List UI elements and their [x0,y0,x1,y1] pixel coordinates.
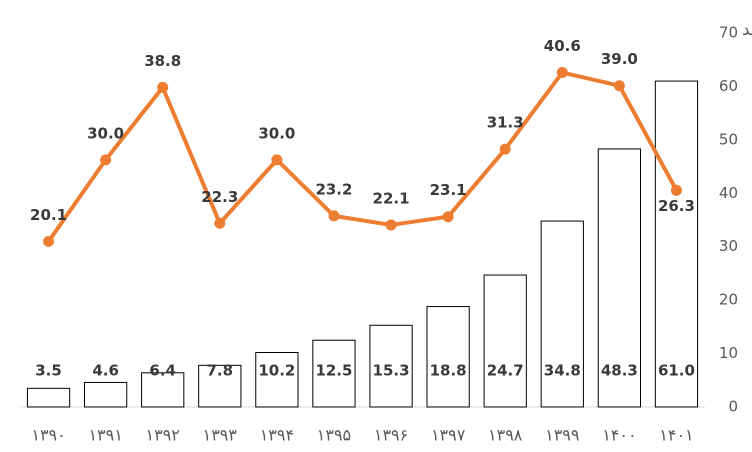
line-value-label: 30.0 [258,124,295,142]
bar [255,352,299,408]
x-tick-label: ۱۳۹۲ [146,426,180,445]
line-value-label: 40.6 [544,37,581,55]
line-value-label: 23.1 [430,181,467,199]
y-tick-label: 70 [719,24,738,42]
bar [312,339,356,408]
line-point [328,210,340,222]
line-value-label: 39.0 [601,50,638,68]
y-tick-label: 40 [719,184,738,202]
bar-value-label: 10.2 [258,362,295,380]
bar-value-label: 18.8 [430,362,467,380]
y-tick-label: 60 [719,77,738,95]
line-value-label: 26.3 [658,197,695,215]
line [46,70,679,243]
line-value-label: 22.1 [373,189,410,207]
y-tick-label: 10 [719,344,738,362]
bar [369,324,413,408]
bar [141,372,185,408]
line-point [157,81,169,93]
y-tick-label: 30 [719,237,738,255]
y-tick-label: 50 [719,130,738,148]
line-value-label: 38.8 [144,52,181,70]
line-value-label: 23.2 [315,180,352,198]
bar-value-label: 7.8 [207,362,234,380]
line-value-label: 20.1 [30,206,67,224]
bar [483,274,527,408]
line-value-label: 30.0 [87,124,124,142]
bar [26,387,71,408]
bar-value-label: 15.3 [373,362,410,380]
x-tick-label: ۱۳۹۵ [317,426,351,445]
x-tick-label: ۱۳۹۷ [431,426,466,445]
y-tick-label: 0 [728,398,738,416]
line-point [670,184,682,196]
line-value-label: 31.3 [487,114,524,132]
line-point [499,143,511,155]
bar [540,220,584,408]
line-point [613,80,625,92]
x-tick-label: ۱۳۹۱ [88,426,122,445]
line-point [385,219,397,231]
bar-value-label: 4.6 [92,362,119,380]
bar-value-label: 48.3 [601,362,638,380]
line-point [43,235,55,247]
chart-title: نمودار ستونی، حجم نقدینگی به هزار هزار م… [742,19,752,40]
bar [84,381,128,408]
bar [198,364,242,408]
bar-value-label: 24.7 [487,362,524,380]
x-tick-label: ۱۳۹۳ [203,426,238,445]
bar-value-label: 34.8 [544,362,581,380]
x-tick-label: ۱۳۹۸ [488,426,523,445]
y-tick-label: 20 [719,291,738,309]
line-point [100,154,112,166]
bar [426,306,470,408]
x-tick-label: ۱۴۰۱ [659,426,693,445]
line-point [556,67,568,79]
bar [597,148,641,408]
bar-value-label: 61.0 [658,362,695,380]
x-tick-label: ۱۴۰۰ [602,426,636,445]
x-tick-label: ۱۳۹۰ [31,426,65,445]
bar [654,80,699,408]
bar-value-label: 3.5 [35,362,62,380]
line-point [214,217,226,229]
bar-value-label: 12.5 [315,362,352,380]
x-tick-label: ۱۳۹۶ [374,426,408,445]
line-point [442,211,454,223]
line-value-label: 22.3 [201,188,238,206]
x-tick-label: ۱۳۹۴ [260,426,294,445]
x-tick-label: ۱۳۹۹ [545,426,579,445]
line-point [271,154,283,166]
bar-value-label: 6.4 [149,362,176,380]
